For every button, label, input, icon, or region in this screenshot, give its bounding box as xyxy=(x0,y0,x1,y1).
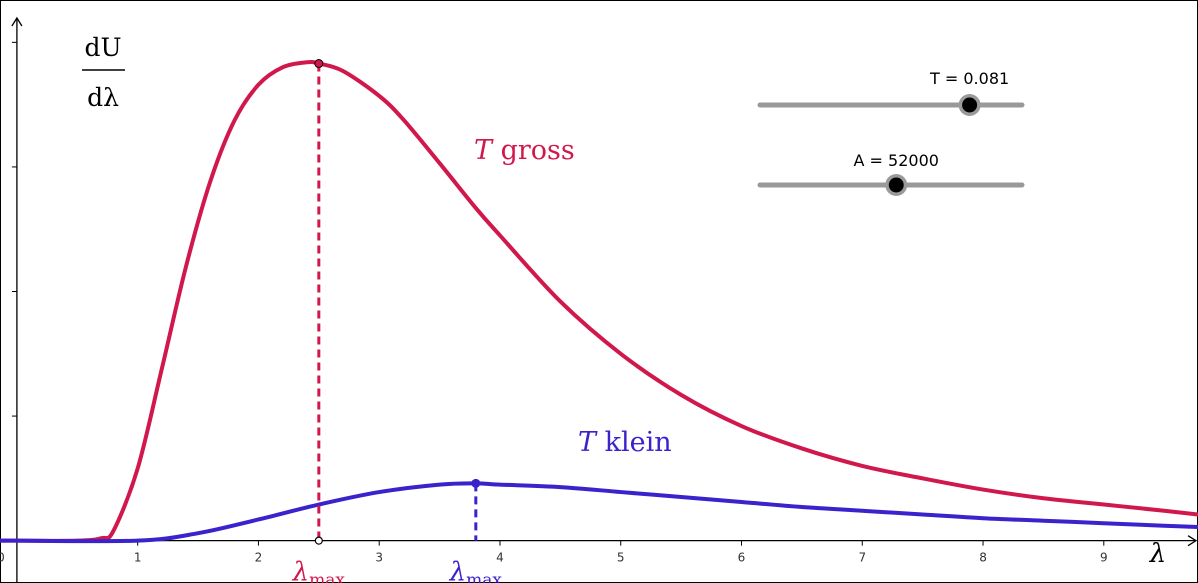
peak-point-gross xyxy=(314,59,324,69)
ylabel-numerator: dU xyxy=(84,33,121,62)
y-tick-label: 1 xyxy=(0,409,1,423)
axis-point-gross xyxy=(314,536,323,545)
x-tick-label: 7 xyxy=(858,551,866,565)
lambda-max-label-gross: λmax xyxy=(292,558,346,583)
max-subscript: max xyxy=(466,571,502,583)
lambda-max-label-klein: λmax xyxy=(449,558,503,583)
annotation-symbol: T xyxy=(474,135,494,166)
ylabel-denominator: dλ xyxy=(87,83,119,112)
annotation-klein: T klein xyxy=(578,427,672,458)
sliders[interactable]: T = 0.081 A = 52000 xyxy=(757,69,1025,196)
slider-knob[interactable] xyxy=(888,177,904,193)
x-tick-label: 6 xyxy=(738,551,746,565)
annotation-text: klein xyxy=(596,427,672,458)
annotation-symbol: T xyxy=(578,427,598,458)
x-axis-arrow xyxy=(1187,535,1198,547)
ylabel-numerator-text: dU xyxy=(84,33,121,62)
peak-point-klein xyxy=(471,478,481,488)
x-tick-label: 0 xyxy=(0,551,5,565)
slider-knob[interactable] xyxy=(962,97,978,113)
x-tick-label: 3 xyxy=(375,551,383,565)
slider-label: A = 52000 xyxy=(854,151,939,170)
slider-label: T = 0.081 xyxy=(929,69,1009,88)
slider-t[interactable]: T = 0.081 xyxy=(757,69,1025,116)
x-tick-label: 8 xyxy=(979,551,987,565)
curve-klein xyxy=(0,481,1198,544)
annotation-text: gross xyxy=(492,135,575,166)
curves xyxy=(0,60,1198,544)
y-tick-label: 4 xyxy=(0,35,1,49)
x-tick-label: 4 xyxy=(496,551,504,565)
x-tick-label: 2 xyxy=(255,551,263,565)
curve-gross xyxy=(0,60,1198,543)
xlabel: λ xyxy=(1149,539,1166,569)
tick-labels: 0 1 2 3 4 5 6 7 8 9 1 2 3 4 xyxy=(0,35,1108,564)
y-tick-label: 3 xyxy=(0,160,1,174)
x-tick-label: 1 xyxy=(134,551,142,565)
axes xyxy=(0,16,1198,583)
annotation-gross: T gross xyxy=(474,135,575,166)
y-axis-arrow xyxy=(11,16,23,27)
ylabel-denominator-text: dλ xyxy=(87,83,119,112)
x-tick-label: 5 xyxy=(617,551,625,565)
y-tick-label: 2 xyxy=(0,285,1,299)
slider-a[interactable]: A = 52000 xyxy=(757,151,1025,196)
lambda-symbol: λ xyxy=(292,558,309,583)
max-subscript: max xyxy=(309,571,345,583)
peak-markers xyxy=(314,59,481,545)
lambda-symbol: λ xyxy=(449,558,466,583)
x-tick-label: 9 xyxy=(1100,551,1108,565)
